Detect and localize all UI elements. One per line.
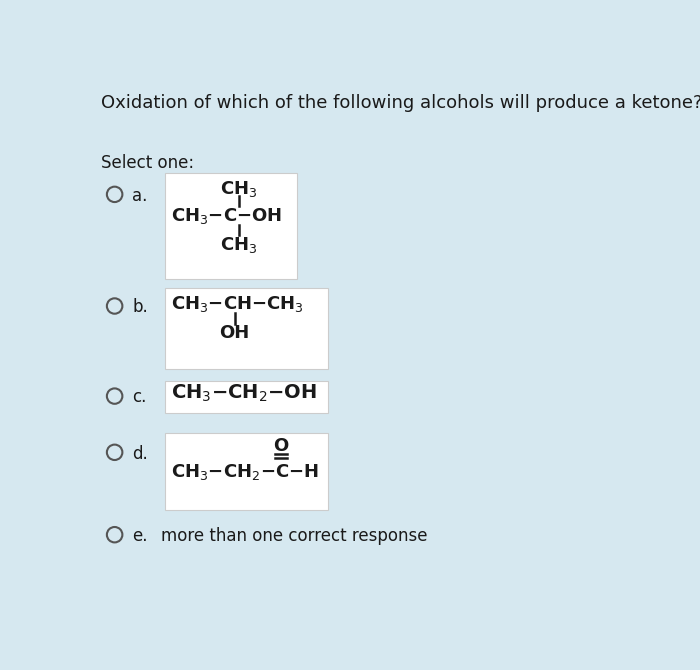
Text: Oxidation of which of the following alcohols will produce a ketone?: Oxidation of which of the following alco… bbox=[102, 94, 700, 113]
Text: CH$_3$: CH$_3$ bbox=[220, 179, 258, 199]
Text: CH$_3$−CH$_2$−C−H: CH$_3$−CH$_2$−C−H bbox=[172, 462, 319, 482]
Text: CH$_3$−CH−CH$_3$: CH$_3$−CH−CH$_3$ bbox=[172, 294, 304, 314]
Text: e.: e. bbox=[132, 527, 148, 545]
FancyBboxPatch shape bbox=[165, 288, 328, 369]
Text: OH: OH bbox=[220, 324, 250, 342]
Text: a.: a. bbox=[132, 187, 148, 204]
Text: CH$_3$−CH$_2$−OH: CH$_3$−CH$_2$−OH bbox=[172, 383, 317, 404]
Text: CH$_3$: CH$_3$ bbox=[220, 235, 258, 255]
FancyBboxPatch shape bbox=[165, 173, 297, 279]
FancyBboxPatch shape bbox=[165, 381, 328, 413]
Text: O: O bbox=[274, 437, 289, 455]
Text: b.: b. bbox=[132, 298, 148, 316]
FancyBboxPatch shape bbox=[165, 433, 328, 510]
Text: d.: d. bbox=[132, 445, 148, 462]
Text: Select one:: Select one: bbox=[102, 153, 195, 172]
Text: CH$_3$−C−OH: CH$_3$−C−OH bbox=[172, 206, 282, 226]
Text: more than one correct response: more than one correct response bbox=[161, 527, 428, 545]
Text: c.: c. bbox=[132, 389, 147, 407]
